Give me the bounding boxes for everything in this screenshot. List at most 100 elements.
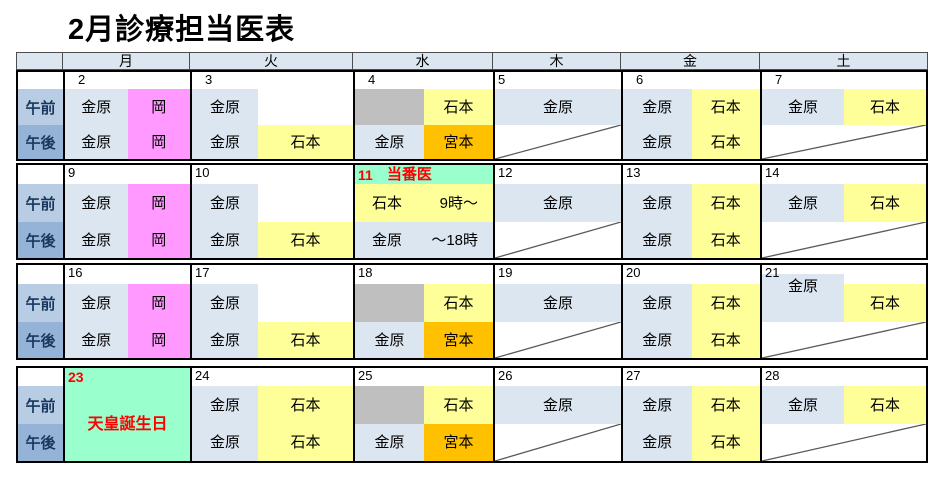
date-row: 6 bbox=[623, 72, 760, 89]
doctor-cell: 金原 bbox=[762, 89, 844, 125]
date-row: 11 当番医 bbox=[355, 165, 493, 184]
label-spacer bbox=[18, 165, 63, 184]
morning-row: 石本 bbox=[355, 284, 493, 322]
doctor-cell: 金原 bbox=[192, 222, 258, 258]
morning-row: 金原 石本 bbox=[762, 89, 926, 125]
header-wednesday: 水 bbox=[353, 53, 493, 69]
date-row: 7 bbox=[762, 72, 926, 89]
afternoon-row: 金原岡 bbox=[65, 322, 190, 358]
day-2: 2 金原岡金原岡 bbox=[63, 72, 190, 159]
date-row: 17 bbox=[192, 265, 353, 284]
date-label: 12 bbox=[498, 165, 513, 180]
morning-row: 石本 bbox=[355, 89, 493, 125]
day-7: 7 金原 石本 bbox=[760, 72, 926, 159]
day-12: 12 金原 bbox=[493, 165, 621, 258]
doctor-cell: 金原 bbox=[192, 89, 258, 125]
diagonal-closed-line bbox=[762, 125, 926, 159]
date-label: 20 bbox=[626, 265, 641, 280]
morning-row: 金原岡 bbox=[65, 184, 190, 222]
doctor-cell: 岡 bbox=[127, 184, 190, 222]
date-row: 14 bbox=[762, 165, 926, 184]
doctor-cell: 岡 bbox=[127, 222, 190, 258]
morning-row: 金原 bbox=[495, 284, 621, 322]
weeks-container: 午前 午後 2 金原岡金原岡 3 金原 金原 石本 4 石本 金原 宮本 5 金原 6 金原 石本 金原 石本 7 金原… bbox=[16, 70, 928, 463]
doctor-cell: 金原 bbox=[192, 125, 258, 159]
doctor-cell: 金原 bbox=[495, 89, 621, 125]
doctor-cell: 石本 bbox=[691, 284, 760, 322]
doctor-cell: 石本 bbox=[258, 424, 353, 461]
afternoon-row: 金原 宮本 bbox=[355, 125, 493, 159]
date-row: 9 bbox=[65, 165, 190, 184]
afternoon-row: 金原 宮本 bbox=[355, 322, 493, 358]
doctor-cell: 金原 bbox=[495, 386, 621, 424]
date-row: 20 bbox=[623, 265, 760, 284]
doctor-cell: 金原 bbox=[65, 184, 128, 222]
date-row: 28 bbox=[762, 368, 926, 386]
afternoon-row: 金原 石本 bbox=[192, 222, 353, 258]
date-row: 10 bbox=[192, 165, 353, 184]
afternoon-row: 金原岡 bbox=[65, 125, 190, 159]
afternoon-row: 金原 石本 bbox=[192, 125, 353, 159]
doctor-cell: 金原 bbox=[623, 284, 692, 322]
afternoon-row: 金原 石本 bbox=[623, 222, 760, 258]
diagonal-closed-line bbox=[495, 424, 621, 461]
morning-row: 金原 石本 bbox=[623, 386, 760, 424]
doctor-cell: 金原 bbox=[65, 222, 128, 258]
morning-row: 金原 石本 bbox=[623, 284, 760, 322]
afternoon-row bbox=[762, 222, 926, 258]
doctor-cell: 石本 bbox=[691, 184, 760, 222]
doctor-cell: 金原 bbox=[65, 322, 128, 358]
day-18: 18 石本 金原 宮本 bbox=[353, 265, 493, 358]
date-row: 23 bbox=[65, 368, 190, 386]
doctor-cell: 石本 bbox=[691, 424, 760, 461]
afternoon-row bbox=[762, 322, 926, 358]
date-row: 18 bbox=[355, 265, 493, 284]
date-row: 2 bbox=[65, 72, 190, 89]
doctor-cell: 金原 bbox=[65, 125, 128, 159]
doctor-cell: 石本 bbox=[844, 89, 926, 125]
day-13: 13 金原 石本 金原 石本 bbox=[621, 165, 760, 258]
day-5: 5 金原 bbox=[493, 72, 621, 159]
diagonal-closed-line bbox=[495, 322, 621, 358]
doctor-cell: 金原 bbox=[623, 222, 692, 258]
date-label: 26 bbox=[498, 368, 513, 383]
morning-row: 金原 石本 bbox=[192, 386, 353, 424]
period-label-column: 午前 午後 bbox=[18, 265, 63, 358]
morning-row: 金原 bbox=[495, 184, 621, 222]
doctor-cell: 金原 bbox=[762, 184, 844, 222]
am-label: 午前 bbox=[18, 284, 63, 322]
afternoon-row bbox=[495, 322, 621, 358]
am-label: 午前 bbox=[18, 184, 63, 222]
date-label: 4 bbox=[368, 72, 376, 87]
morning-row: 金原 bbox=[192, 184, 353, 222]
doctor-cell: 金原 bbox=[65, 284, 128, 322]
date-row: 24 bbox=[192, 368, 353, 386]
doctor-cell: 石本 bbox=[424, 386, 493, 424]
morning-row: 金原岡 bbox=[65, 284, 190, 322]
empty-cell bbox=[258, 89, 353, 125]
date-row: 3 bbox=[192, 72, 353, 89]
diagonal-closed-line bbox=[762, 322, 926, 358]
afternoon-row: 金原 石本 bbox=[623, 424, 760, 461]
morning-row: 金原 石本 bbox=[762, 184, 926, 222]
date-label: 13 bbox=[626, 165, 641, 180]
date-label: 28 bbox=[765, 368, 780, 383]
doctor-cell: 宮本 bbox=[424, 125, 493, 159]
doctor-cell: 宮本 bbox=[424, 322, 493, 358]
doctor-cell: 岡 bbox=[127, 125, 190, 159]
empty-cell bbox=[355, 386, 424, 424]
doctor-cell: 金原 bbox=[623, 386, 692, 424]
afternoon-row: 金原 宮本 bbox=[355, 424, 493, 461]
day-17: 17 金原 金原 石本 bbox=[190, 265, 353, 358]
date-label: 21 bbox=[765, 265, 780, 280]
morning-row: 金原 bbox=[495, 89, 621, 125]
date-label: 5 bbox=[498, 72, 506, 87]
header-corner-cell bbox=[17, 53, 63, 69]
empty-cell bbox=[258, 184, 353, 222]
morning-row: 金原 石本 bbox=[623, 184, 760, 222]
doctor-cell: 石本 bbox=[258, 386, 353, 424]
holiday-label: 天皇誕生日 bbox=[87, 415, 168, 433]
date-row: 5 bbox=[495, 72, 621, 89]
doctor-cell: 金原 bbox=[192, 322, 258, 358]
afternoon-row: 金原 石本 bbox=[192, 424, 353, 461]
